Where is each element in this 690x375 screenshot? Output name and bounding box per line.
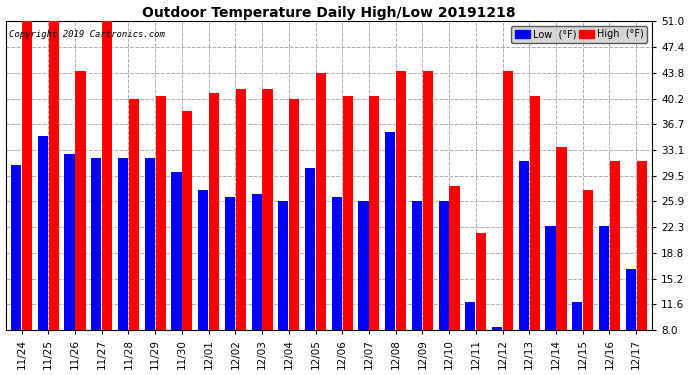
Bar	[49, 15, 59, 330]
Bar	[599, 226, 609, 330]
Bar	[171, 172, 181, 330]
Bar	[102, 21, 112, 330]
Bar	[236, 89, 246, 330]
Bar	[369, 96, 380, 330]
Bar	[423, 71, 433, 330]
Bar	[129, 99, 139, 330]
Bar	[198, 190, 208, 330]
Bar	[155, 96, 166, 330]
Bar	[449, 186, 460, 330]
Bar	[385, 132, 395, 330]
Bar	[289, 99, 299, 330]
Bar	[145, 158, 155, 330]
Bar	[343, 96, 353, 330]
Bar	[262, 89, 273, 330]
Bar	[637, 161, 647, 330]
Bar	[91, 158, 101, 330]
Bar	[316, 73, 326, 330]
Bar	[396, 71, 406, 330]
Bar	[64, 154, 75, 330]
Bar	[465, 302, 475, 330]
Bar	[278, 201, 288, 330]
Bar	[476, 233, 486, 330]
Title: Outdoor Temperature Daily High/Low 20191218: Outdoor Temperature Daily High/Low 20191…	[142, 6, 515, 20]
Bar	[209, 93, 219, 330]
Bar	[626, 269, 635, 330]
Bar	[38, 136, 48, 330]
Bar	[332, 197, 342, 330]
Bar	[530, 96, 540, 330]
Bar	[305, 168, 315, 330]
Bar	[22, 21, 32, 330]
Bar	[572, 302, 582, 330]
Bar	[556, 147, 566, 330]
Text: Copyright 2019 Cartronics.com: Copyright 2019 Cartronics.com	[9, 30, 165, 39]
Bar	[225, 197, 235, 330]
Bar	[519, 161, 529, 330]
Bar	[11, 165, 21, 330]
Bar	[358, 201, 368, 330]
Bar	[583, 190, 593, 330]
Bar	[252, 194, 262, 330]
Bar	[610, 161, 620, 330]
Bar	[439, 201, 449, 330]
Bar	[503, 71, 513, 330]
Bar	[492, 327, 502, 330]
Bar	[182, 111, 193, 330]
Bar	[118, 158, 128, 330]
Legend: Low  (°F), High  (°F): Low (°F), High (°F)	[511, 26, 647, 44]
Bar	[412, 201, 422, 330]
Bar	[545, 226, 555, 330]
Bar	[75, 71, 86, 330]
